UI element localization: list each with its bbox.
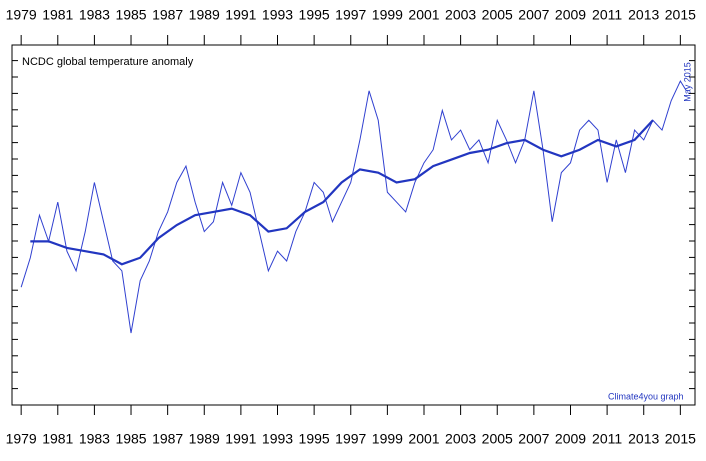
x-tick-label: 2009 xyxy=(555,7,586,23)
x-tick-label: 2003 xyxy=(445,431,476,447)
x-tick-label: 1997 xyxy=(335,431,366,447)
x-tick-label: 1987 xyxy=(152,7,183,23)
x-tick-label: 2005 xyxy=(482,431,513,447)
x-tick-label: 1983 xyxy=(79,7,110,23)
x-tick-label: 1979 xyxy=(6,7,37,23)
x-tick-label: 2003 xyxy=(445,7,476,23)
x-tick-label: 1985 xyxy=(115,431,146,447)
x-tick-label: 2001 xyxy=(408,7,439,23)
x-tick-label: 1979 xyxy=(6,431,37,447)
x-tick-label: 1997 xyxy=(335,7,366,23)
date-note: May 2015 xyxy=(682,62,692,102)
x-tick-label: 2011 xyxy=(592,7,622,23)
x-tick-label: 2015 xyxy=(665,431,696,447)
x-tick-label: 2007 xyxy=(518,431,549,447)
x-tick-label: 1991 xyxy=(225,431,256,447)
x-tick-label: 1999 xyxy=(372,7,403,23)
x-tick-label: 2013 xyxy=(628,431,659,447)
x-tick-label: 2007 xyxy=(518,7,549,23)
x-tick-label: 1993 xyxy=(262,431,293,447)
chart-title: NCDC global temperature anomaly xyxy=(22,56,194,68)
x-tick-label: 1995 xyxy=(299,7,330,23)
x-tick-label: 2005 xyxy=(482,7,513,23)
data-line xyxy=(20,79,687,334)
x-tick-label: 2013 xyxy=(628,7,659,23)
x-tick-label: 1987 xyxy=(152,431,183,447)
x-tick-label: 2015 xyxy=(665,7,696,23)
credit: Climate4you graph xyxy=(608,391,684,401)
x-tick-label: 2009 xyxy=(555,431,586,447)
x-tick-label: 1991 xyxy=(225,7,256,23)
x-tick-label: 1985 xyxy=(115,7,146,23)
x-tick-label: 1989 xyxy=(189,431,220,447)
x-tick-label: 1981 xyxy=(42,7,73,23)
x-tick-label: 1999 xyxy=(372,431,403,447)
x-tick-label: 1983 xyxy=(79,431,110,447)
x-tick-label: 2001 xyxy=(408,431,439,447)
x-tick-label: 2011 xyxy=(592,431,622,447)
x-tick-label: 1993 xyxy=(262,7,293,23)
plot-frame xyxy=(11,44,696,406)
x-tick-label: 1981 xyxy=(42,431,73,447)
data-line xyxy=(30,119,654,266)
x-tick-label: 1995 xyxy=(299,431,330,447)
x-tick-label: 1989 xyxy=(189,7,220,23)
